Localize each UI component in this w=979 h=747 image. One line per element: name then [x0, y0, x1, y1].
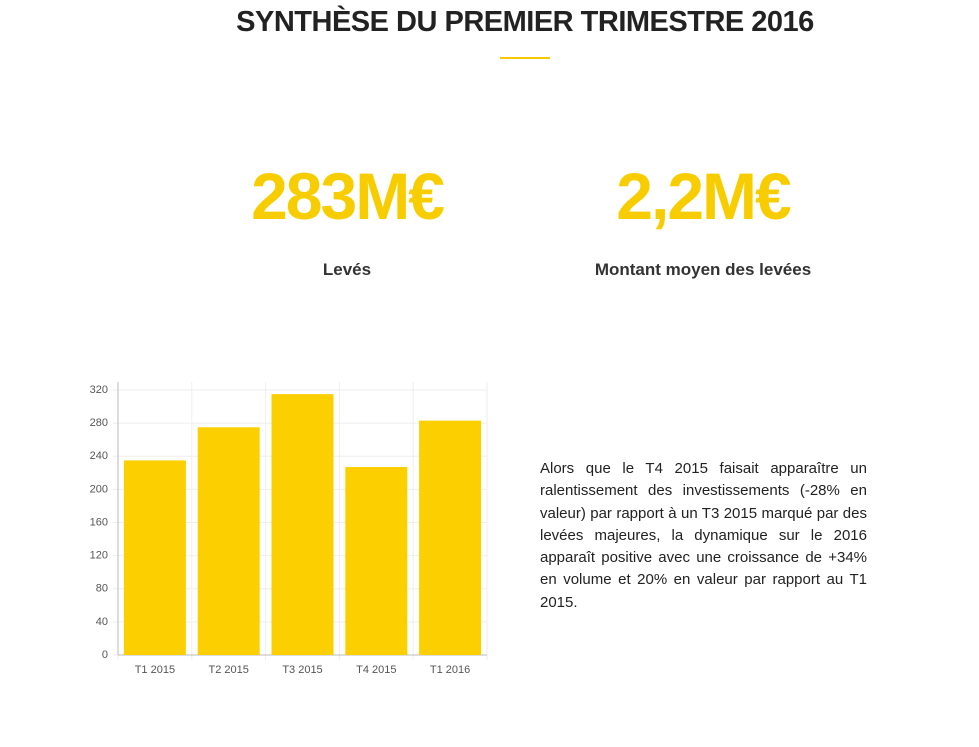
y-tick-label: 160 [90, 516, 108, 528]
y-tick-label: 200 [90, 483, 108, 495]
description: Alors que le T4 2015 faisait apparaître … [540, 460, 867, 611]
y-tick-label: 80 [96, 583, 108, 595]
stat-label: Levés [322, 260, 372, 279]
x-tick-label: T3 2015 [282, 664, 322, 676]
chart: 0 40 80 120 160 200 240 280 320 T1 2015 T2 2015 T3 … [90, 382, 488, 676]
x-tick-label: T2 2015 [209, 664, 249, 676]
y-tick-label: 280 [90, 417, 108, 429]
stat: 2,2M€ Montant moyen des levées [523, 158, 883, 280]
y-tick-label: 40 [96, 616, 108, 628]
y-tick-label: 0 [102, 649, 108, 661]
x-tick-label: T1 2016 [430, 664, 470, 676]
bar [271, 394, 334, 655]
stat: 283M€ Levés [167, 158, 527, 280]
stat-label: Montant moyen des levées [594, 260, 812, 279]
bar [197, 427, 260, 655]
y-tick-label: 240 [90, 450, 108, 462]
title-underline [500, 57, 550, 59]
stat-value: 2,2M€ [616, 159, 791, 233]
bar [345, 467, 408, 655]
x-tick-label: T1 2015 [135, 664, 175, 676]
x-tick-label: T4 2015 [356, 664, 396, 676]
bar [419, 420, 482, 655]
page-title: SYNTHÈSE DU PREMIER TRIMESTRE 2016 [236, 6, 814, 38]
y-tick-label: 120 [90, 550, 108, 562]
y-tick-label: 320 [90, 384, 108, 396]
stat-value: 283M€ [251, 159, 445, 233]
bar [123, 460, 186, 655]
